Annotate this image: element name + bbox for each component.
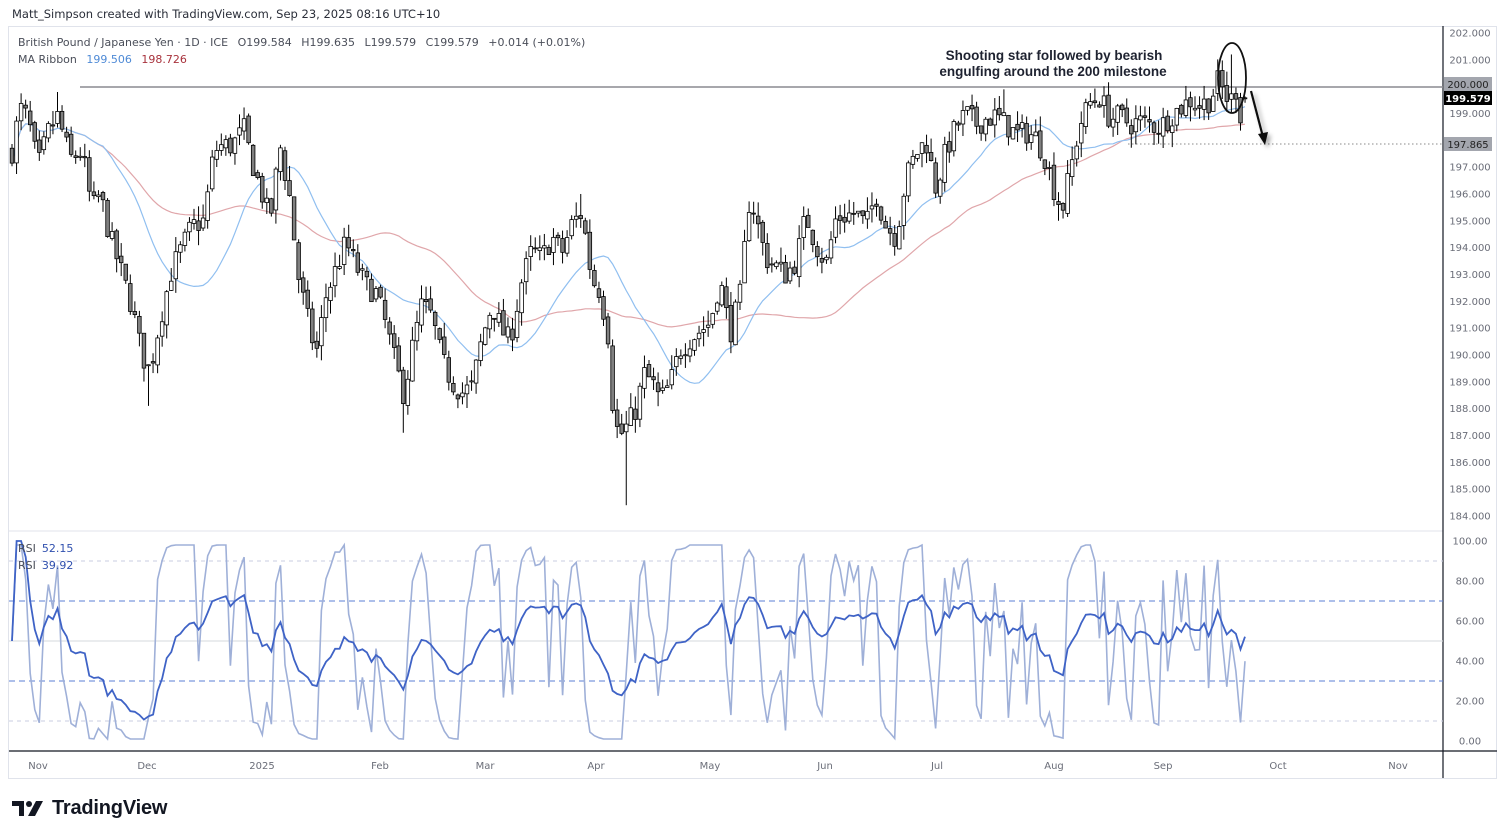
- price-tick: 185.000: [1449, 485, 1490, 496]
- price-tick: 197.000: [1449, 163, 1490, 174]
- time-tick: Nov: [1388, 761, 1408, 772]
- price-tick: 192.000: [1449, 297, 1490, 308]
- svg-text:197.865: 197.865: [1447, 140, 1488, 151]
- chart-frame[interactable]: [8, 26, 1497, 779]
- price-tick: 190.000: [1449, 350, 1490, 361]
- time-tick: Dec: [137, 761, 156, 772]
- price-tick: 184.000: [1449, 511, 1490, 522]
- current-price-tag: 199.579: [1444, 91, 1492, 105]
- time-tick: Nov: [28, 761, 48, 772]
- time-tick: Mar: [476, 761, 496, 772]
- price-tick: 188.000: [1449, 404, 1490, 415]
- price-tick: 187.000: [1449, 431, 1490, 442]
- annotation-line-2: engulfing around the 200 milestone: [939, 64, 1167, 79]
- time-axis[interactable]: Nov Dec 2025 Feb Mar Apr May Jun Jul Aug Sep Oct Nov: [28, 761, 1408, 772]
- ma-ribbon-row[interactable]: MA Ribbon 199.506 198.726: [18, 51, 591, 68]
- price-tick: 194.000: [1449, 243, 1490, 254]
- rsi-tick: 100.00: [1453, 537, 1488, 548]
- price-tick: 196.000: [1449, 189, 1490, 200]
- price-tick: 186.000: [1449, 458, 1490, 469]
- time-tick: Sep: [1154, 761, 1173, 772]
- change-value: +0.014 (+0.01%): [488, 36, 586, 49]
- price-tick: 202.000: [1449, 29, 1490, 40]
- rsi-tick: 80.00: [1456, 577, 1485, 588]
- ma-ribbon-label: MA Ribbon: [18, 53, 77, 66]
- rsi-tick: 0.00: [1459, 737, 1481, 748]
- candlestick-series: [9, 54, 1248, 506]
- target-level-tag: 197.865: [1444, 137, 1492, 151]
- time-tick: Apr: [587, 761, 605, 772]
- rsi-slow-line: [11, 540, 1246, 721]
- high-value: H199.635: [301, 36, 355, 49]
- rsi-value-2: 39.92: [41, 559, 74, 572]
- ma-slow-value: 198.726: [141, 53, 187, 66]
- rsi-legend[interactable]: RSI 52.15 RSI 39.92: [18, 540, 73, 574]
- price-tick: 191.000: [1449, 324, 1490, 335]
- rsi-label-1: RSI: [18, 542, 36, 555]
- rsi-lines: [11, 540, 1246, 741]
- ohlc-row: British Pound / Japanese Yen · 1D · ICE …: [18, 34, 591, 51]
- symbol-name[interactable]: British Pound / Japanese Yen · 1D · ICE: [18, 36, 229, 49]
- price-tick: 195.000: [1449, 216, 1490, 227]
- time-tick: Jul: [930, 761, 943, 772]
- chart-credit: Matt_Simpson created with TradingView.co…: [12, 7, 441, 21]
- rsi-label-2: RSI: [18, 559, 36, 572]
- rsi-fast-line: [11, 542, 1246, 741]
- tradingview-logo-text: TradingView: [52, 797, 168, 819]
- time-tick: Aug: [1044, 761, 1064, 772]
- time-tick: Jun: [816, 761, 833, 772]
- open-value: O199.584: [237, 36, 292, 49]
- rsi-tick: 20.00: [1456, 697, 1485, 708]
- low-value: L199.579: [364, 36, 417, 49]
- ma-fast-value: 199.506: [86, 53, 132, 66]
- ma-fast-line: [11, 106, 1246, 384]
- tradingview-logo-icon: [12, 800, 43, 816]
- time-tick: May: [700, 761, 721, 772]
- annotation-line-1: Shooting star followed by bearish: [946, 48, 1163, 63]
- price-tick: 189.000: [1449, 377, 1490, 388]
- price-tick: 193.000: [1449, 270, 1490, 281]
- time-tick: 2025: [249, 761, 274, 772]
- svg-text:199.579: 199.579: [1445, 94, 1491, 105]
- level-200-tag: 200.000: [1444, 77, 1492, 91]
- rsi-tick: 40.00: [1456, 657, 1485, 668]
- ma-slow-line: [11, 123, 1246, 328]
- symbol-legend: British Pound / Japanese Yen · 1D · ICE …: [18, 34, 591, 68]
- rsi-axis[interactable]: 100.00 80.00 60.00 40.00 20.00 0.00: [1453, 537, 1488, 748]
- rsi-tick: 60.00: [1456, 617, 1485, 628]
- close-value: C199.579: [425, 36, 479, 49]
- tradingview-logo[interactable]: TradingView: [12, 797, 167, 820]
- svg-text:200.000: 200.000: [1447, 80, 1488, 91]
- pattern-circle[interactable]: [1217, 42, 1247, 114]
- time-tick: Feb: [371, 761, 389, 772]
- bearish-arrow[interactable]: [1249, 90, 1268, 145]
- price-tick: 201.000: [1449, 55, 1490, 66]
- rsi-value-1: 52.15: [41, 542, 74, 555]
- price-tick: 199.000: [1449, 109, 1490, 120]
- time-tick: Oct: [1269, 761, 1286, 772]
